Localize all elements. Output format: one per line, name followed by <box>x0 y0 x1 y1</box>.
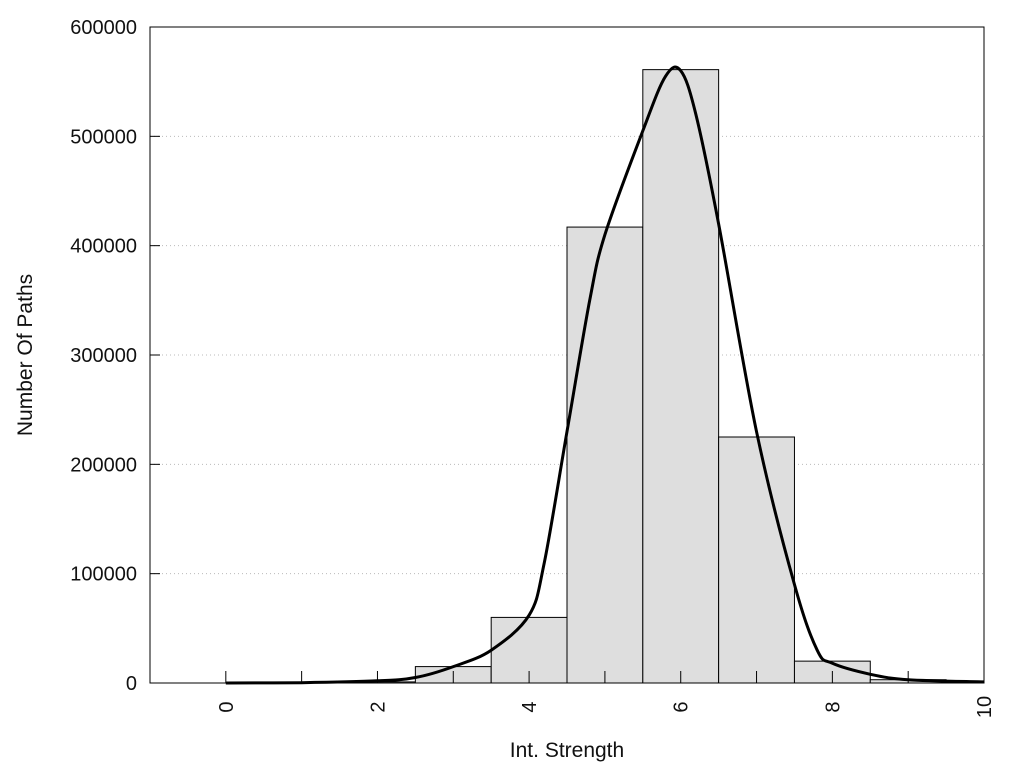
y-tick-label-500000: 500000 <box>70 126 137 148</box>
x-tick-label-10: 10 <box>974 696 996 718</box>
y-tick-label-400000: 400000 <box>70 236 137 258</box>
x-tick-label-8: 8 <box>822 701 844 712</box>
y-tick-label-200000: 200000 <box>70 454 137 476</box>
x-tick-label-0: 0 <box>216 701 238 712</box>
x-tick-label-4: 4 <box>519 701 541 712</box>
y-tick-label-300000: 300000 <box>70 345 137 367</box>
x-tick-label-2: 2 <box>367 701 389 712</box>
fit-curve <box>225 65 985 685</box>
x-tick-label-6: 6 <box>671 701 693 712</box>
y-axis-label: Number Of Paths <box>14 274 37 436</box>
x-axis-label: Int. Strength <box>510 739 624 762</box>
y-axis: 0 100000 200000 300000 400000 500000 600000 <box>70 17 160 695</box>
y-tick-label-600000: 600000 <box>70 17 137 39</box>
y-tick-label-100000: 100000 <box>70 564 137 586</box>
y-tick-label-0: 0 <box>126 673 137 695</box>
x-axis: 0 2 4 6 8 10 <box>216 671 996 718</box>
bar-5 <box>566 226 644 684</box>
bar-7 <box>718 436 795 684</box>
